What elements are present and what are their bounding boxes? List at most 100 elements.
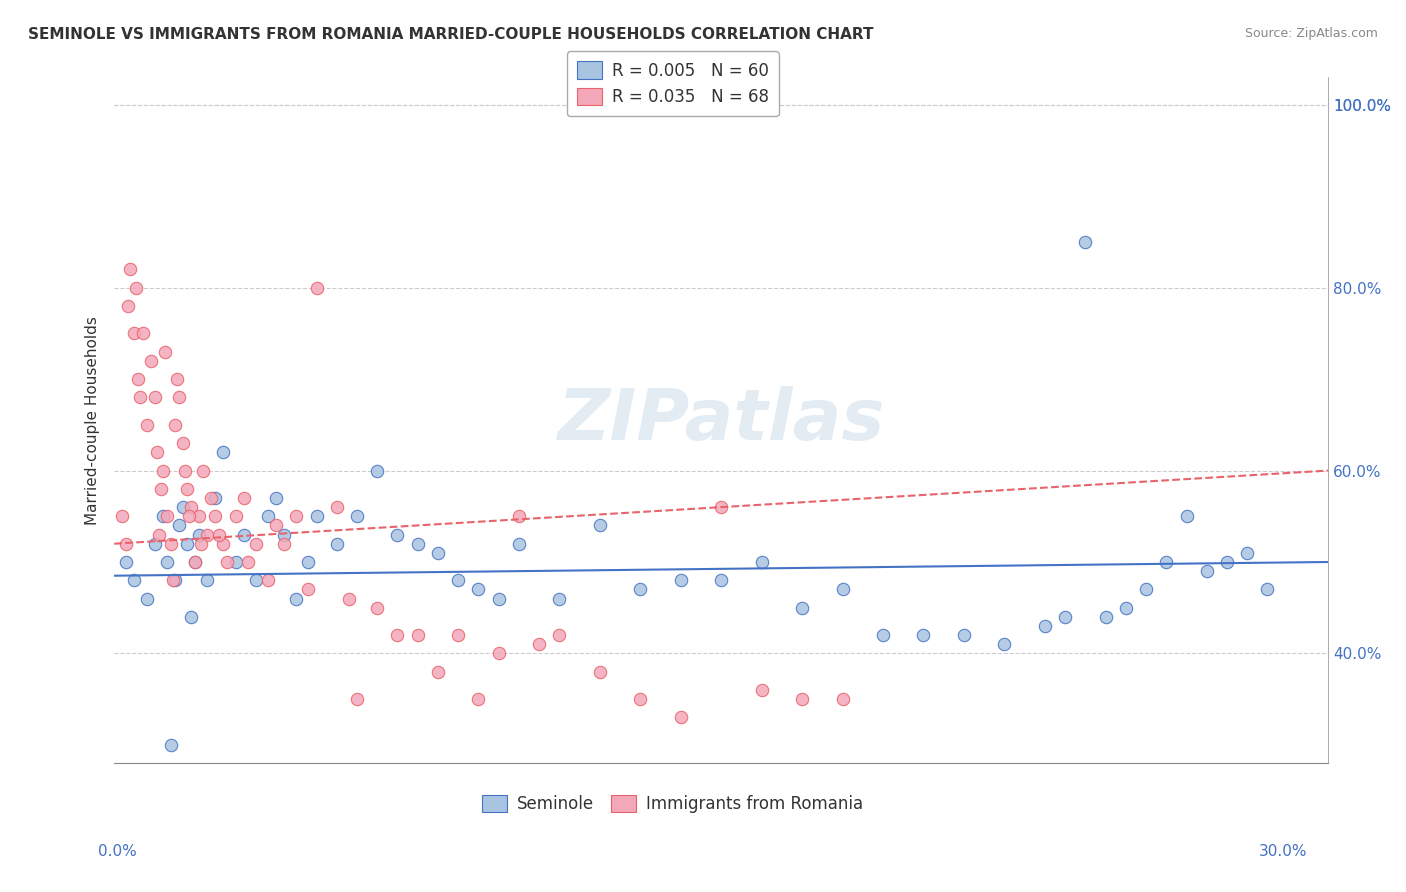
Point [346, 509, 368, 524]
Point [508, 509, 530, 524]
Point [245, 537, 267, 551]
Point [180, 610, 202, 624]
Point [184, 555, 207, 569]
Point [669, 710, 692, 724]
Point [212, 445, 235, 459]
Point [156, 509, 179, 524]
Point [710, 500, 733, 515]
Point [204, 509, 226, 524]
Point [297, 555, 319, 569]
Point [387, 527, 409, 541]
Point [305, 281, 328, 295]
Point [172, 500, 194, 515]
Point [232, 491, 254, 505]
Point [200, 491, 222, 505]
Point [710, 574, 733, 588]
Point [1156, 555, 1178, 569]
Point [111, 509, 134, 524]
Point [193, 464, 215, 478]
Point [589, 665, 612, 679]
Point [669, 574, 692, 588]
Point [217, 555, 239, 569]
Point [124, 574, 146, 588]
Point [467, 692, 489, 706]
Point [488, 591, 510, 606]
Point [297, 582, 319, 597]
Point [167, 518, 190, 533]
Point [153, 344, 176, 359]
Point [264, 518, 287, 533]
Point [831, 692, 853, 706]
Point [548, 591, 571, 606]
Point [273, 527, 295, 541]
Point [195, 574, 218, 588]
Point [184, 555, 207, 569]
Point [117, 299, 139, 313]
Point [1195, 564, 1218, 578]
Text: ZIPatlas: ZIPatlas [557, 385, 884, 455]
Point [912, 628, 935, 642]
Point [188, 509, 211, 524]
Point [257, 574, 280, 588]
Point [1074, 235, 1097, 249]
Point [115, 537, 138, 551]
Point [172, 436, 194, 450]
Text: SEMINOLE VS IMMIGRANTS FROM ROMANIA MARRIED-COUPLE HOUSEHOLDS CORRELATION CHART: SEMINOLE VS IMMIGRANTS FROM ROMANIA MARR… [28, 27, 873, 42]
Point [1033, 619, 1056, 633]
Point [1216, 555, 1239, 569]
Point [195, 527, 218, 541]
Point [143, 537, 166, 551]
Point [149, 482, 172, 496]
Point [447, 628, 470, 642]
Point [204, 491, 226, 505]
Point [120, 262, 142, 277]
Y-axis label: Married-couple Households: Married-couple Households [86, 316, 100, 524]
Point [993, 637, 1015, 651]
Point [163, 417, 186, 432]
Point [366, 464, 388, 478]
Point [188, 527, 211, 541]
Point [152, 509, 174, 524]
Point [366, 600, 388, 615]
Point [145, 445, 167, 459]
Point [131, 326, 153, 341]
Point [508, 537, 530, 551]
Point [176, 537, 198, 551]
Point [152, 464, 174, 478]
Point [225, 509, 247, 524]
Point [305, 509, 328, 524]
Point [212, 537, 235, 551]
Point [167, 391, 190, 405]
Point [236, 555, 259, 569]
Point [273, 537, 295, 551]
Text: Source: ZipAtlas.com: Source: ZipAtlas.com [1244, 27, 1378, 40]
Point [148, 527, 170, 541]
Point [751, 683, 773, 698]
Point [135, 591, 157, 606]
Point [447, 574, 470, 588]
Point [426, 546, 449, 560]
Point [346, 692, 368, 706]
Point [872, 628, 894, 642]
Point [166, 372, 188, 386]
Point [208, 527, 231, 541]
Point [953, 628, 976, 642]
Point [143, 391, 166, 405]
Point [245, 574, 267, 588]
Point [285, 591, 308, 606]
Point [326, 500, 349, 515]
Point [257, 509, 280, 524]
Point [127, 372, 149, 386]
Point [406, 628, 429, 642]
Point [285, 509, 308, 524]
Point [831, 582, 853, 597]
Point [326, 537, 349, 551]
Point [1094, 610, 1116, 624]
Point [790, 600, 813, 615]
Point [163, 574, 186, 588]
Point [162, 574, 184, 588]
Point [139, 354, 162, 368]
Point [115, 555, 138, 569]
Point [125, 281, 148, 295]
Point [232, 527, 254, 541]
